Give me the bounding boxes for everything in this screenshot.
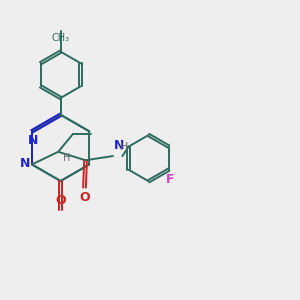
Text: F: F: [166, 173, 174, 186]
Text: H: H: [120, 142, 129, 152]
Text: CH₃: CH₃: [52, 33, 70, 43]
Text: N: N: [28, 134, 38, 148]
Text: N: N: [20, 157, 30, 170]
Text: O: O: [79, 191, 90, 204]
Text: O: O: [55, 194, 66, 207]
Text: N: N: [114, 139, 124, 152]
Text: H: H: [64, 153, 71, 163]
